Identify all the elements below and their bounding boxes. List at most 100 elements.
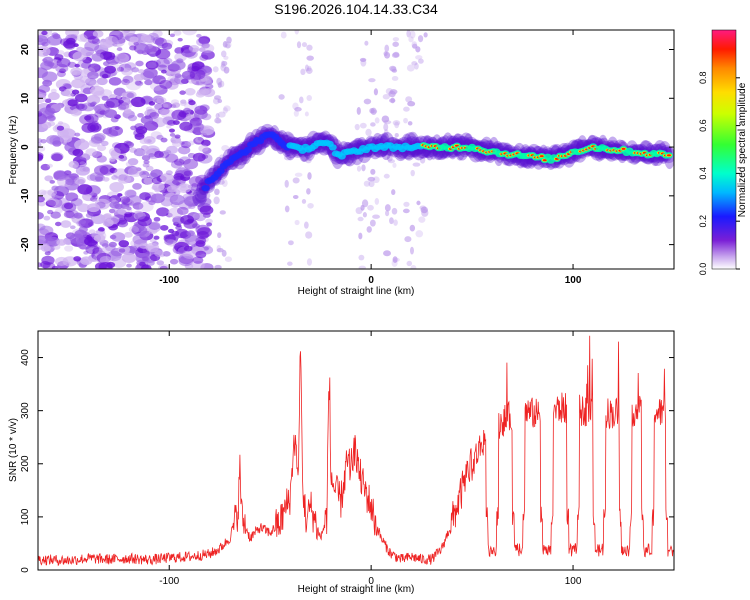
column-speckle [217,98,223,104]
noise-speckle [135,80,144,87]
noise-speckle [199,88,210,95]
noise-speckle [151,76,164,85]
noise-speckle [153,85,168,95]
noise-speckle [150,193,165,204]
noise-speckle [174,134,181,139]
noise-speckle [174,74,189,85]
column-speckle [386,154,393,162]
noise-speckle [38,189,47,196]
noise-speckle [44,251,51,256]
noise-speckle [94,262,107,269]
noise-speckle [71,89,80,95]
column-speckle [214,95,222,100]
noise-speckle [133,42,149,54]
noise-speckle [85,148,97,157]
noise-speckle [63,40,76,49]
noise-speckle [180,255,188,260]
noise-speckle [101,73,109,79]
noise-speckle [165,153,179,163]
noise-speckle [166,124,172,129]
column-speckle [222,40,228,48]
noise-speckle [130,125,137,131]
noise-speckle [49,180,55,184]
column-speckle [301,42,308,48]
top-x-tick-label: 0 [368,275,374,286]
noise-speckle [176,223,182,228]
noise-speckle [96,77,108,86]
chart-title: S196.2026.104.14.33.C34 [274,1,438,17]
bottom-x-tick-label: 0 [368,576,374,587]
noise-speckle [42,79,53,87]
noise-speckle [72,51,87,62]
noise-speckle [52,136,65,145]
bottom-y-tick-label: 400 [20,349,31,366]
column-speckle [284,179,289,188]
noise-speckle [38,196,45,203]
noise-speckle [146,259,155,266]
noise-speckle [91,38,101,45]
noise-speckle [76,46,84,52]
column-speckle [383,51,388,57]
column-speckle [300,68,306,76]
noise-speckle [73,256,82,262]
column-speckle [383,123,389,131]
noise-speckle [134,212,146,220]
bottom-y-tick-label: 0 [20,567,31,573]
noise-speckle [195,240,206,248]
column-speckle [409,30,416,39]
noise-speckle [44,98,52,104]
column-speckle [407,121,413,126]
ridge-core [216,167,225,175]
column-speckle [353,139,362,147]
column-speckle [219,210,226,215]
noise-speckle [127,114,138,122]
noise-speckle [152,30,163,38]
noise-speckle [121,252,137,263]
ridge-peak-core [539,155,544,158]
noise-speckle [144,79,153,86]
column-speckle [406,260,413,267]
noise-speckle [173,30,182,36]
noise-speckle [135,253,151,264]
noise-speckle [134,80,142,86]
noise-speckle [135,60,144,67]
noise-speckle [126,92,135,99]
column-speckle [421,208,429,217]
noise-speckle [74,93,88,103]
noise-speckle [89,80,100,88]
colorbar-gradient [711,29,737,270]
noise-speckle [49,135,64,145]
column-speckle [224,256,233,263]
column-speckle [212,66,219,73]
noise-speckle [124,211,133,218]
ridge-peak-core [666,154,671,157]
colorbar-tick-label: 0.2 [698,215,708,228]
column-speckle [221,60,228,67]
column-speckle [392,257,400,262]
noise-speckle [171,109,187,121]
top-y-tick-label: 0 [20,144,31,150]
noise-speckle [145,165,154,172]
noise-speckle [109,157,116,162]
column-speckle [307,65,312,72]
column-speckle [392,256,398,263]
column-speckle [412,138,419,143]
noise-speckle [131,67,139,73]
noise-speckle [52,33,61,40]
noise-speckle [89,172,104,182]
noise-speckle [63,210,75,219]
noise-speckle [56,57,71,68]
noise-speckle [126,263,132,268]
column-speckle [374,198,380,205]
noise-speckle [47,163,53,168]
column-speckle [288,240,294,246]
noise-speckle [170,160,183,169]
bottom-y-tick-label: 200 [20,455,31,472]
column-speckle [408,36,414,43]
column-speckle [418,58,424,64]
noise-speckle [170,99,180,105]
noise-speckle [139,242,149,249]
column-speckle [215,113,220,119]
noise-speckle [93,105,102,112]
